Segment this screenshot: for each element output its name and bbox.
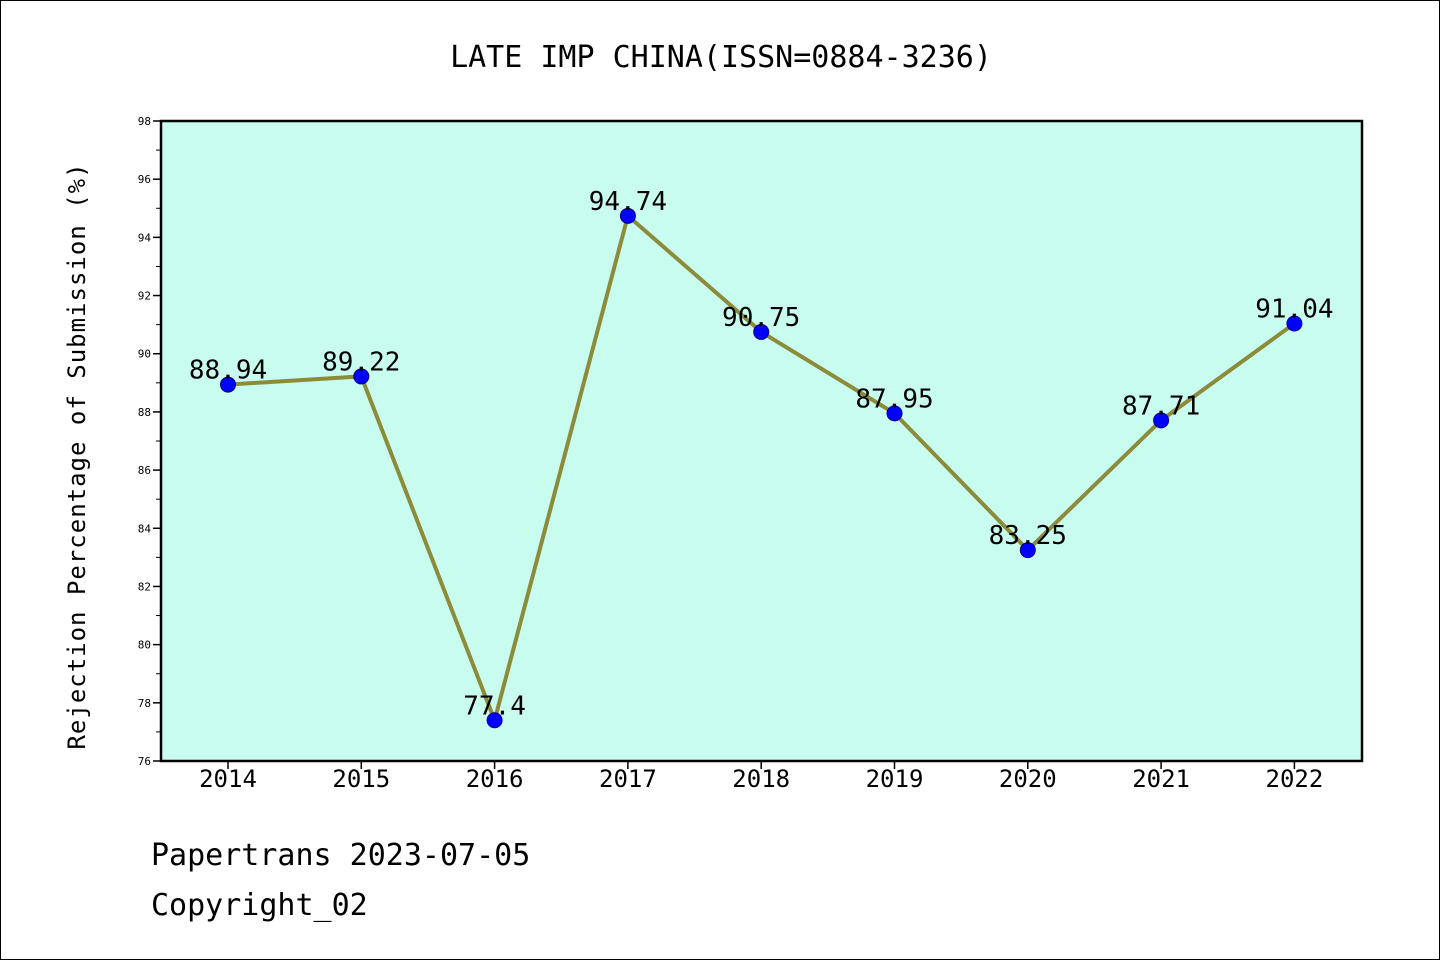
data-label: 83.25 <box>989 521 1067 551</box>
y-tick-label: 80 <box>138 639 151 652</box>
footer-source: Papertrans 2023-07-05 <box>151 838 530 873</box>
y-tick-label: 94 <box>138 231 152 244</box>
y-axis-label: Rejection Percentage of Submission (%) <box>63 162 91 749</box>
y-tick-label: 88 <box>138 406 151 419</box>
data-label: 89.22 <box>322 347 400 377</box>
x-tick-label: 2021 <box>1132 765 1190 793</box>
x-axis: 2014 2015 2016 2017 2018 2019 2020 2021 2022 <box>199 761 1323 793</box>
data-point <box>220 376 236 393</box>
y-tick-label: 86 <box>138 464 151 477</box>
x-tick-label: 2016 <box>466 765 524 793</box>
data-point <box>486 712 503 729</box>
data-label: 91.04 <box>1255 294 1333 324</box>
data-label: 87.95 <box>855 384 933 414</box>
x-tick-label: 2017 <box>599 765 657 793</box>
x-tick-label: 2014 <box>199 765 257 793</box>
data-point <box>1153 412 1170 429</box>
data-label: 94.74 <box>589 187 667 217</box>
y-tick-label: 84 <box>138 522 152 535</box>
x-tick-label: 2022 <box>1266 765 1324 793</box>
data-point <box>1286 315 1303 332</box>
data-point <box>353 368 370 385</box>
y-tick-label: 76 <box>138 755 151 768</box>
data-label: 77.4 <box>463 691 526 721</box>
x-tick-label: 2018 <box>732 765 790 793</box>
data-point <box>619 207 636 224</box>
x-tick-label: 2015 <box>332 765 390 793</box>
y-axis: 76 78 80 82 84 86 88 90 92 94 96 98 <box>138 115 161 768</box>
y-tick-label: 82 <box>138 580 151 593</box>
y-tick-label: 90 <box>138 348 151 361</box>
plot-area <box>159 119 1364 763</box>
data-label: 88.94 <box>189 356 267 386</box>
chart-title: LATE IMP CHINA(ISSN=0884-3236) <box>450 40 992 75</box>
data-point <box>886 405 903 422</box>
y-tick-label: 92 <box>138 290 151 303</box>
footer-copyright: Copyright_02 <box>151 888 368 923</box>
data-label: 87.71 <box>1122 391 1200 421</box>
series-layer <box>220 207 1303 729</box>
x-tick-label: 2019 <box>866 765 924 793</box>
data-point <box>1019 542 1036 559</box>
data-label: 90.75 <box>722 303 800 333</box>
x-tick-label: 2020 <box>999 765 1057 793</box>
data-labels: 88.94 89.22 77.4 94.74 90.75 87.95 83.25 87.71 9… <box>189 187 1334 721</box>
data-point <box>753 323 770 340</box>
y-tick-label: 96 <box>138 173 151 186</box>
y-tick-label: 78 <box>138 697 151 710</box>
y-tick-label: 98 <box>138 115 151 128</box>
